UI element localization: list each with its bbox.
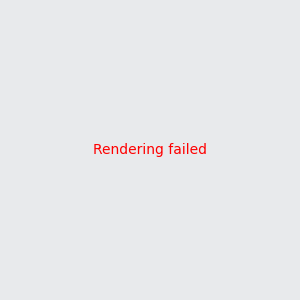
Text: Rendering failed: Rendering failed: [93, 143, 207, 157]
